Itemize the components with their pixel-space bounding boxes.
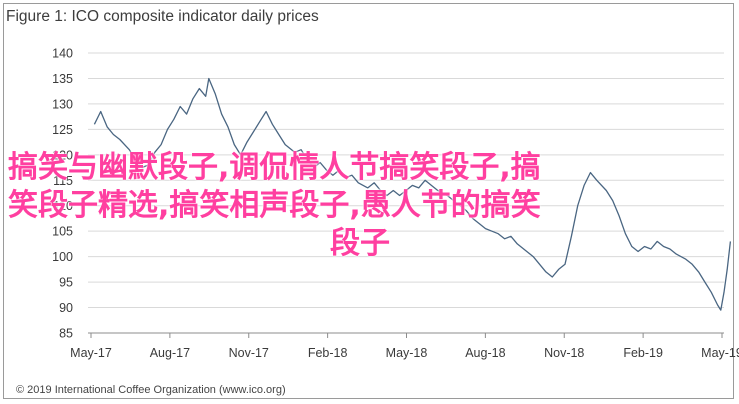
x-tick-label-6: Nov-18 [544,346,584,360]
figure-frame [3,3,734,399]
chart-title: Figure 1: ICO composite indicator daily … [6,8,319,25]
y-tick-label-115: 115 [53,174,73,188]
y-tick-label-90: 90 [59,301,73,315]
x-tick-label-0: May-17 [70,346,112,360]
overlay-line-1: 搞笑与幽默段子,调侃情人节搞笑段子,搞 [8,150,541,185]
x-tick-label-7: Feb-19 [623,346,663,360]
overlay-line-2: 笑段子精选,搞笑相声段子,愚人节的搞笑 [8,188,541,223]
series-line-0 [93,77,732,311]
y-tick-label-100: 100 [52,250,73,264]
source-credit: © 2019 International Coffee Organization… [16,384,286,396]
y-tick-label-130: 130 [52,97,73,111]
y-tick-label-135: 135 [52,72,73,86]
y-tick-label-85: 85 [59,327,73,341]
x-tick-label-8: May-19 [701,346,739,360]
x-tick-label-2: Nov-17 [229,346,269,360]
y-tick-label-125: 125 [52,123,73,137]
x-tick-label-5: Aug-18 [465,346,505,360]
y-tick-label-95: 95 [59,276,73,290]
overlay-line-3: 段子 [330,226,390,261]
y-tick-label-110: 110 [53,199,73,213]
x-tick-label-4: May-18 [386,346,428,360]
y-tick-label-120: 120 [52,148,73,162]
y-tick-label-105: 105 [52,225,73,239]
y-tick-label-140: 140 [52,47,73,61]
x-tick-label-3: Feb-18 [308,346,348,360]
x-tick-label-1: Aug-17 [150,346,190,360]
